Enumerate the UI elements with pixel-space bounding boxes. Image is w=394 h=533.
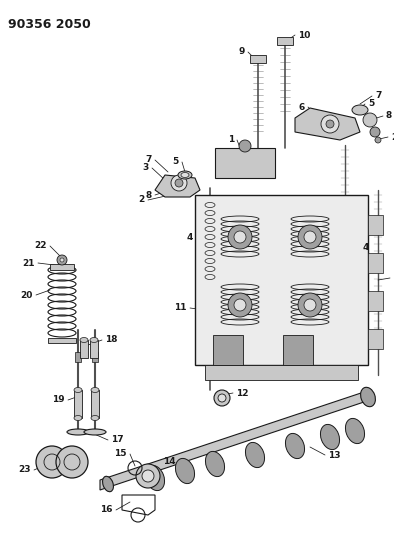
Circle shape xyxy=(234,299,246,311)
Bar xyxy=(90,340,98,358)
Bar xyxy=(277,37,293,45)
Ellipse shape xyxy=(90,337,98,343)
Text: 9: 9 xyxy=(239,47,245,56)
Circle shape xyxy=(218,394,226,402)
Text: 2: 2 xyxy=(139,196,145,205)
Circle shape xyxy=(36,446,68,478)
Bar xyxy=(368,253,383,273)
Ellipse shape xyxy=(91,416,99,421)
Bar xyxy=(283,335,313,365)
Text: 8: 8 xyxy=(146,190,152,199)
Ellipse shape xyxy=(361,387,375,407)
Text: 14: 14 xyxy=(163,457,176,466)
Ellipse shape xyxy=(352,105,368,115)
Circle shape xyxy=(370,127,380,137)
Bar xyxy=(50,264,74,270)
Bar xyxy=(75,352,81,362)
Text: 7: 7 xyxy=(375,92,381,101)
Text: 5: 5 xyxy=(173,157,179,166)
Text: 2: 2 xyxy=(391,133,394,141)
Circle shape xyxy=(228,293,252,317)
Circle shape xyxy=(171,175,187,191)
Text: 19: 19 xyxy=(52,395,65,405)
Text: 22: 22 xyxy=(35,241,47,251)
Bar xyxy=(368,329,383,349)
Circle shape xyxy=(234,231,246,243)
Ellipse shape xyxy=(74,416,82,421)
Ellipse shape xyxy=(67,429,89,435)
Circle shape xyxy=(56,446,88,478)
Text: 12: 12 xyxy=(236,389,249,398)
Circle shape xyxy=(142,470,154,482)
Bar xyxy=(368,215,383,235)
Ellipse shape xyxy=(91,387,99,392)
Ellipse shape xyxy=(145,465,165,490)
Circle shape xyxy=(239,140,251,152)
Text: 23: 23 xyxy=(19,465,31,474)
Ellipse shape xyxy=(245,442,264,467)
Text: 15: 15 xyxy=(115,449,127,458)
Text: 4: 4 xyxy=(187,233,193,243)
Circle shape xyxy=(363,113,377,127)
Circle shape xyxy=(57,255,67,265)
Bar xyxy=(48,338,76,343)
Text: 90356 2050: 90356 2050 xyxy=(8,18,91,31)
Polygon shape xyxy=(295,108,360,140)
Bar xyxy=(74,390,82,418)
Text: 17: 17 xyxy=(111,435,124,445)
Ellipse shape xyxy=(74,387,82,392)
Text: 4: 4 xyxy=(363,244,369,253)
Bar xyxy=(368,291,383,311)
Text: 13: 13 xyxy=(328,450,340,459)
Text: 5: 5 xyxy=(368,100,374,109)
Text: 6: 6 xyxy=(299,102,305,111)
Ellipse shape xyxy=(80,337,88,343)
Circle shape xyxy=(304,299,316,311)
Circle shape xyxy=(298,225,322,249)
Circle shape xyxy=(375,137,381,143)
Polygon shape xyxy=(155,175,200,197)
Bar xyxy=(215,148,275,178)
Ellipse shape xyxy=(102,477,113,492)
Circle shape xyxy=(136,464,160,488)
Circle shape xyxy=(321,115,339,133)
Text: 8: 8 xyxy=(386,111,392,120)
Ellipse shape xyxy=(175,458,195,483)
Ellipse shape xyxy=(84,429,106,435)
Text: 18: 18 xyxy=(105,335,117,344)
Circle shape xyxy=(298,293,322,317)
Ellipse shape xyxy=(205,451,225,477)
Ellipse shape xyxy=(178,171,192,179)
Text: 3: 3 xyxy=(143,164,149,173)
Circle shape xyxy=(175,179,183,187)
Bar xyxy=(250,55,266,63)
Circle shape xyxy=(214,390,230,406)
Circle shape xyxy=(228,225,252,249)
Bar xyxy=(91,390,99,418)
Circle shape xyxy=(326,120,334,128)
Ellipse shape xyxy=(320,424,340,450)
Bar xyxy=(213,335,243,365)
Bar xyxy=(92,352,98,362)
Circle shape xyxy=(304,231,316,243)
Text: 16: 16 xyxy=(100,505,113,514)
Text: 21: 21 xyxy=(22,259,35,268)
Ellipse shape xyxy=(346,418,364,443)
Text: 1: 1 xyxy=(228,135,234,144)
Text: 11: 11 xyxy=(393,273,394,282)
Text: 7: 7 xyxy=(146,156,152,165)
Text: 20: 20 xyxy=(20,290,33,300)
Text: 10: 10 xyxy=(298,30,310,39)
Circle shape xyxy=(60,258,64,262)
Bar xyxy=(205,365,358,380)
Ellipse shape xyxy=(285,433,305,458)
Polygon shape xyxy=(100,390,370,490)
Ellipse shape xyxy=(181,173,189,177)
Bar xyxy=(80,340,88,358)
Text: 11: 11 xyxy=(175,303,187,312)
Bar xyxy=(195,195,368,365)
